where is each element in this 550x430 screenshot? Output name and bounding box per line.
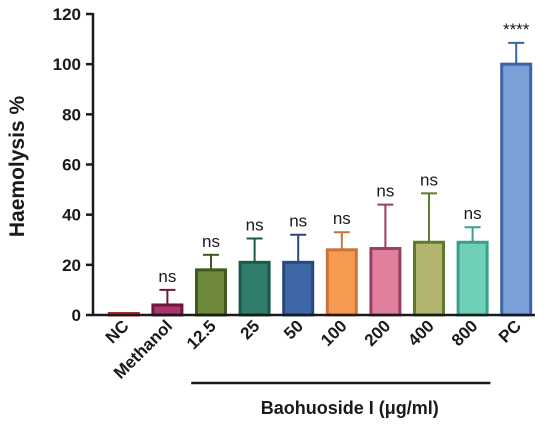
significance-label: ns bbox=[420, 170, 438, 189]
error-bars bbox=[115, 41, 525, 314]
bar-12-5 bbox=[195, 268, 227, 317]
y-tick-label: 80 bbox=[62, 105, 81, 124]
y-tick-label: 20 bbox=[62, 256, 81, 275]
significance-label: ns bbox=[202, 232, 220, 251]
y-axis-label: Haemolysis % bbox=[6, 96, 29, 238]
significance-label: ns bbox=[333, 209, 351, 228]
significance-label: ns bbox=[464, 204, 482, 223]
bar-800 bbox=[456, 240, 489, 317]
x-tick-label: 400 bbox=[404, 316, 437, 349]
x-tick-label: NC bbox=[102, 316, 133, 347]
y-tick-label: 100 bbox=[53, 55, 81, 74]
bar-400 bbox=[413, 240, 445, 317]
y-tick-label: 60 bbox=[62, 156, 81, 175]
significance-label: ns bbox=[289, 212, 307, 231]
significance-label: ns bbox=[246, 215, 264, 234]
bar-200 bbox=[369, 247, 402, 317]
significance-label: **** bbox=[503, 20, 530, 39]
bar-methanol bbox=[151, 303, 184, 317]
bar-25 bbox=[238, 260, 271, 317]
bar-50 bbox=[282, 260, 315, 317]
y-tick-label: 0 bbox=[72, 306, 81, 325]
x-tick-label: 25 bbox=[237, 316, 264, 343]
y-tick-label: 120 bbox=[53, 5, 81, 24]
x-tick-label: 100 bbox=[317, 316, 350, 349]
x-tick-label: PC bbox=[495, 316, 525, 346]
group-label: Baohuoside I (μg/ml) bbox=[261, 398, 439, 418]
significance-label: ns bbox=[376, 182, 394, 201]
x-tick-label: 50 bbox=[280, 316, 307, 343]
bar-100 bbox=[325, 248, 358, 317]
significance-labels: ns ns ns ns ns ns ns ns **** bbox=[158, 20, 529, 286]
x-tick-label: 12.5 bbox=[183, 316, 220, 353]
x-tick-label: 200 bbox=[361, 316, 394, 349]
y-axis: 0 20 40 60 80 100 120 bbox=[53, 5, 93, 325]
y-tick-label: 40 bbox=[62, 206, 81, 225]
bar-pc bbox=[500, 62, 533, 317]
x-tick-label: 800 bbox=[448, 316, 481, 349]
significance-label: ns bbox=[158, 267, 176, 286]
